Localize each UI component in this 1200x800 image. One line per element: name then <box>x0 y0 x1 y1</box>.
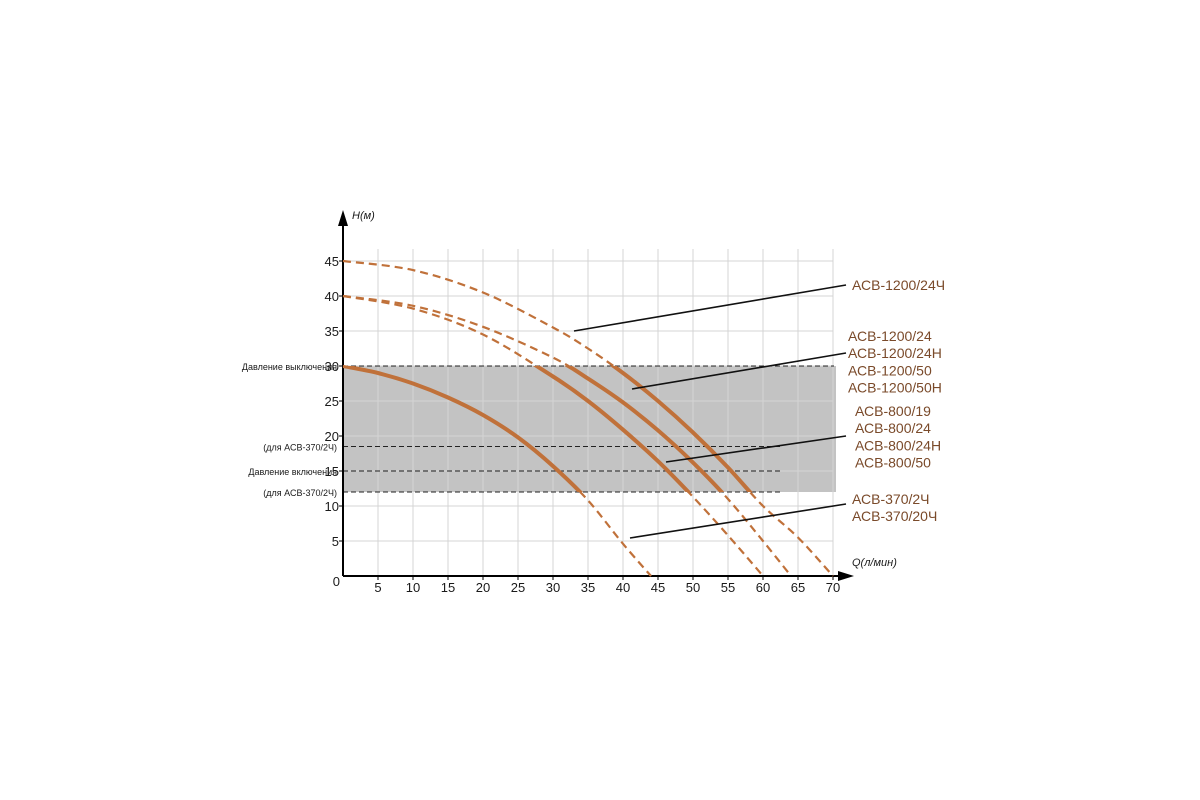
reference-line-label: Давление выключения <box>242 362 337 372</box>
series-leader-line <box>573 284 847 332</box>
series-leader-line <box>631 352 847 390</box>
series-curve-dashed <box>342 294 764 577</box>
x-tick-label: 15 <box>441 580 455 595</box>
series-curve-solid <box>610 366 753 492</box>
x-tick-label: 55 <box>721 580 735 595</box>
x-tick-label: 45 <box>651 580 665 595</box>
y-tick-label: 25 <box>325 394 339 409</box>
x-tick-label: 35 <box>581 580 595 595</box>
series-leader-line <box>629 503 847 539</box>
x-tick-label: 25 <box>511 580 525 595</box>
series-label: АСВ-1200/50 <box>848 362 932 378</box>
x-axis-title: Q(л/мин) <box>852 557 897 569</box>
x-tick-label: 20 <box>476 580 490 595</box>
series-curve-solid <box>343 366 583 492</box>
series-curve-solid <box>564 366 725 492</box>
x-tick-label: 70 <box>826 580 840 595</box>
series-curve-solid <box>532 366 692 492</box>
series-label: АСВ-1200/24 <box>848 328 932 344</box>
y-tick-label: 35 <box>325 324 339 339</box>
x-tick-label: 65 <box>791 580 805 595</box>
y-tick-label: 10 <box>325 499 339 514</box>
series-label: АСВ-800/24 <box>855 420 931 436</box>
x-tick-label: 50 <box>686 580 700 595</box>
series-label: АСВ-800/50 <box>855 455 931 471</box>
series-label: АСВ-370/20Ч <box>852 508 937 524</box>
x-tick-label: 30 <box>546 580 560 595</box>
y-tick-label: 15 <box>325 464 339 479</box>
series-label: АСВ-1200/24Н <box>848 345 942 361</box>
y-axis-title: H(м) <box>352 210 375 222</box>
reference-line-label: (для АСВ-370/2Ч) <box>263 443 337 453</box>
y-axis-arrow-icon <box>338 210 348 226</box>
origin-label: 0 <box>333 574 340 589</box>
y-tick-label: 5 <box>332 534 339 549</box>
reference-line-label: (для АСВ-370/2Ч) <box>263 488 337 498</box>
x-tick-label: 5 <box>374 580 381 595</box>
series-label: АСВ-1200/50Н <box>848 380 942 396</box>
x-tick-label: 10 <box>406 580 420 595</box>
series-label: АСВ-370/2Ч <box>852 491 930 507</box>
x-axis-arrow-icon <box>838 571 854 581</box>
series-leader-line <box>665 435 847 463</box>
series-label: АСВ-800/24Н <box>855 437 941 453</box>
y-tick-label: 40 <box>325 289 339 304</box>
reference-line-label: Давление включения <box>248 467 337 477</box>
y-tick-label: 20 <box>325 429 339 444</box>
x-tick-label: 40 <box>616 580 630 595</box>
y-tick-label: 45 <box>325 254 339 269</box>
x-tick-label: 60 <box>756 580 770 595</box>
series-label: АСВ-1200/24Ч <box>852 277 945 293</box>
series-label: АСВ-800/19 <box>855 403 931 419</box>
y-tick-label: 30 <box>325 359 339 374</box>
